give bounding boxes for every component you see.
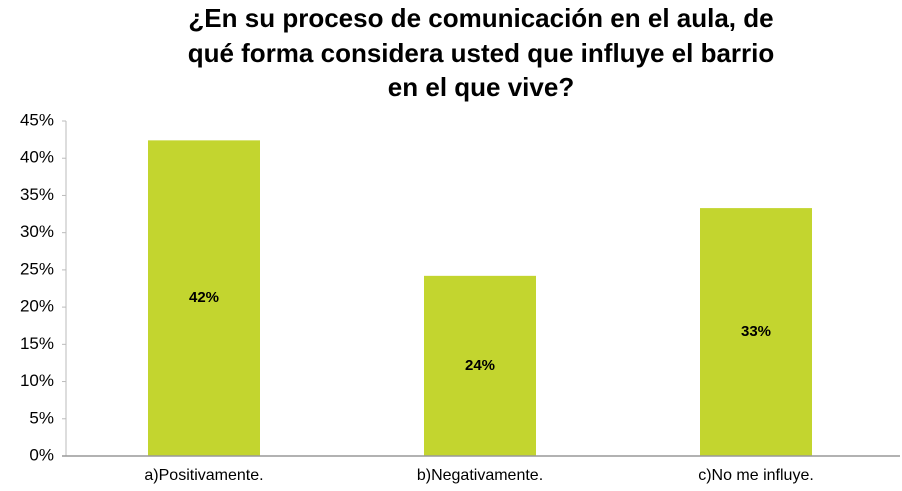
y-tick-label: 0% (29, 445, 54, 464)
y-tick-label: 40% (20, 148, 54, 167)
chart-title: ¿En su proceso de comunicación en el aul… (188, 3, 773, 33)
y-tick-label: 5% (29, 408, 54, 427)
y-tick-label: 20% (20, 297, 54, 316)
value-label: 33% (741, 323, 771, 340)
x-tick-label: b)Negativamente. (417, 467, 543, 484)
y-tick-label: 45% (20, 110, 54, 129)
value-label: 24% (465, 357, 495, 374)
value-label: 42% (189, 289, 219, 306)
y-tick-label: 30% (20, 222, 54, 241)
bar (148, 140, 260, 456)
chart-title: qué forma considera usted que influye el… (188, 38, 775, 68)
y-tick-label: 35% (20, 185, 54, 204)
chart-title: en el que vive? (388, 72, 574, 102)
y-tick-label: 15% (20, 334, 54, 353)
x-tick-label: c)No me influye. (698, 467, 814, 484)
x-tick-label: a)Positivamente. (144, 467, 263, 484)
y-tick-label: 25% (20, 259, 54, 278)
y-tick-label: 10% (20, 371, 54, 390)
bar (424, 275, 536, 456)
bar (700, 208, 812, 456)
